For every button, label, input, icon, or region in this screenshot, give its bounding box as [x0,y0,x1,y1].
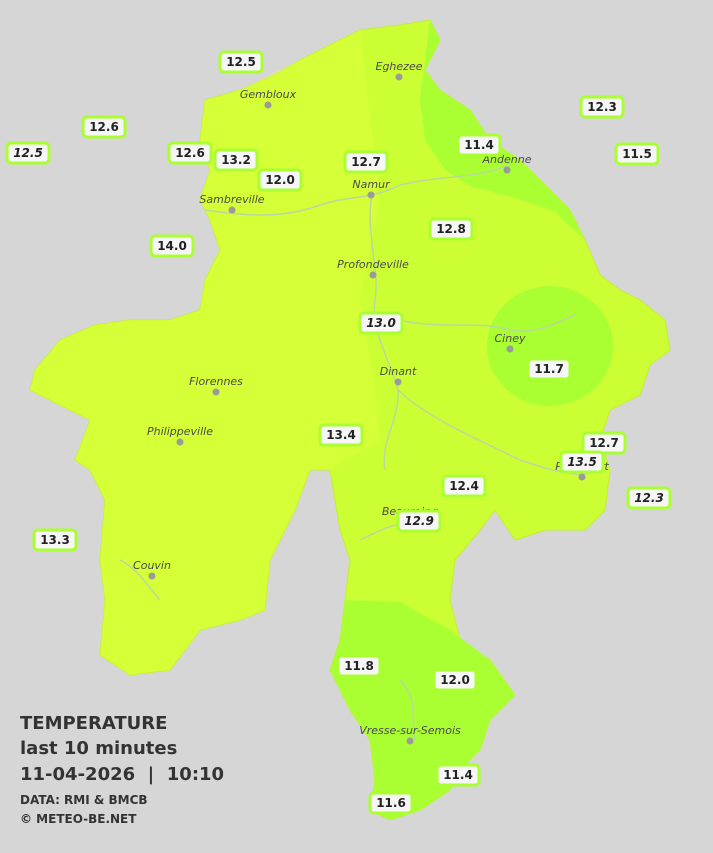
reading-box [526,357,572,381]
legend-subtitle: last 10 minutes [20,738,177,759]
reading-value: 12.4 [449,479,479,493]
town-dot [228,206,236,214]
reading-value: 13.2 [221,153,251,167]
reading-value: 14.0 [157,239,187,253]
reading-box [336,654,382,678]
reading-value: 13.4 [326,428,356,442]
reading-value: 13.3 [40,533,70,547]
reading-box [626,486,672,510]
town-label: Philippeville [147,425,213,438]
reading-box [432,668,478,692]
legend-source: DATA: RMI & BMCB [20,793,148,807]
reading-value: 12.7 [589,436,619,450]
reading-value: 11.5 [622,147,652,161]
reading-value: 11.4 [443,768,473,782]
town-label: Namur [352,178,391,191]
reading-box [213,148,259,172]
reading-box [218,50,264,74]
reading-box [149,234,195,258]
reading-box [81,115,127,139]
town-label: Profondeville [337,258,409,271]
reading-box [435,763,481,787]
reading-value: 11.8 [344,659,374,673]
reading-value: 11.7 [534,362,564,376]
reading-box [5,141,51,165]
town-dot [369,271,377,279]
reading-box [579,95,625,119]
town-label: Dinant [380,365,417,378]
legend-title: TEMPERATURE [20,713,167,734]
reading-value: 13.0 [366,316,396,330]
town-label: Sambreville [199,193,264,206]
town-label: Vresse-sur-Semois [359,724,461,737]
reading-box [32,528,78,552]
reading-value: 11.4 [464,138,494,152]
town-dot [503,166,511,174]
reading-value: 13.5 [567,455,597,469]
reading-box [396,509,442,533]
legend-datetime: 11-04-2026 | 10:10 [20,764,224,785]
town-label: Florennes [189,375,243,388]
cool-zone [487,286,613,406]
town-dot [148,572,156,580]
reading-box [167,141,213,165]
reading-value: 12.9 [404,514,434,528]
town-label: Couvin [133,559,171,572]
legend-copyright: © METEO-BE.NET [20,812,137,826]
reading-box [441,474,487,498]
town-dot [367,191,375,199]
reading-value: 12.5 [226,55,256,69]
town-label: Gembloux [240,88,297,101]
town-dot [394,378,402,386]
town-dot [395,73,403,81]
reading-box [559,450,605,474]
reading-box [257,168,303,192]
reading-box [456,133,502,157]
reading-box [614,142,660,166]
reading-value: 12.5 [13,146,43,160]
reading-value: 12.7 [351,155,381,169]
reading-value: 12.8 [436,222,466,236]
town-dot [406,737,414,745]
reading-value: 12.6 [175,146,205,160]
river [119,164,601,741]
town-dot [578,473,586,481]
reading-box [358,311,404,335]
town-dot [176,438,184,446]
reading-value: 11.6 [376,796,406,810]
cool-zone [420,20,585,240]
town-dot [212,388,220,396]
reading-box [343,150,389,174]
reading-box [428,217,474,241]
reading-value: 12.3 [634,491,664,505]
town-label: Ciney [495,332,526,345]
town-dot [506,345,514,353]
reading-value: 12.0 [440,673,470,687]
reading-box [581,431,627,455]
town-label: Eghezee [376,60,423,73]
reading-value: 12.6 [89,120,119,134]
reading-box [368,791,414,815]
reading-box [318,423,364,447]
reading-value: 12.3 [587,100,617,114]
reading-value: 12.0 [265,173,295,187]
town-dot [264,101,272,109]
